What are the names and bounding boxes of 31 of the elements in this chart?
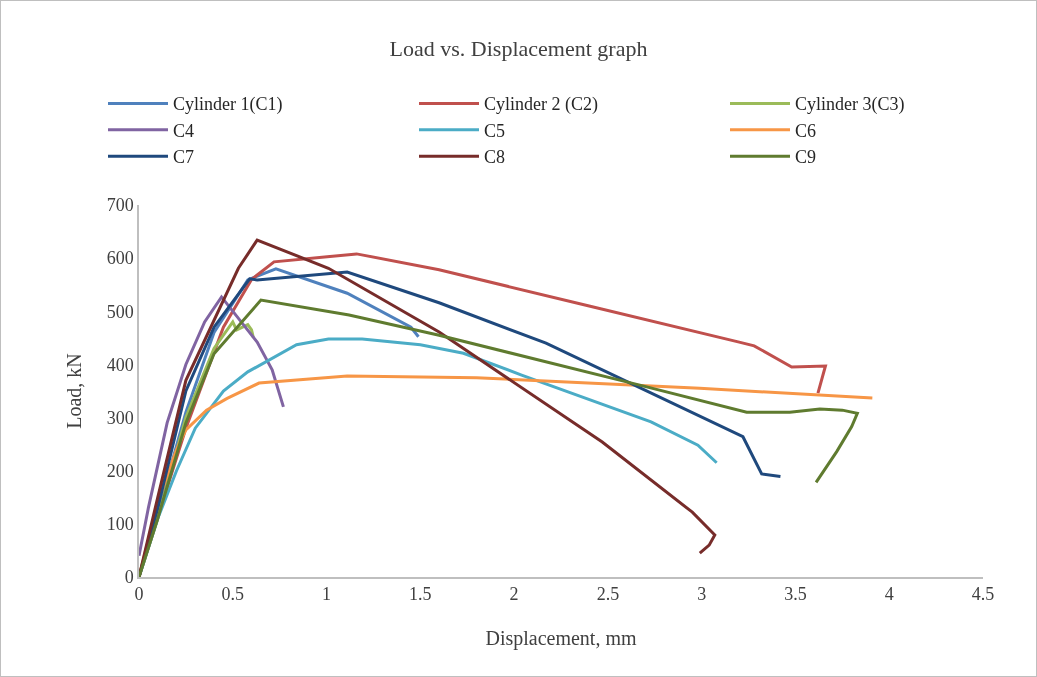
y-tick-label: 300 [106, 407, 134, 428]
y-tick-label: 700 [106, 195, 134, 216]
x-tick-label: 1 [322, 584, 332, 605]
x-tick-label: 1.5 [409, 584, 432, 605]
x-tick-label: 2.5 [596, 584, 620, 605]
y-tick-label: 100 [106, 514, 134, 535]
x-tick-label: 4.5 [971, 584, 995, 605]
x-tick-label: 2 [509, 584, 519, 605]
x-tick-label: 3.5 [784, 584, 807, 605]
chart-title: Load vs. Displacement graph [389, 35, 648, 61]
y-tick-label: 400 [106, 354, 134, 375]
y-tick-label: 200 [106, 461, 134, 482]
legend-label: Cylinder 3(C3) [795, 94, 905, 116]
legend-label: C9 [795, 147, 817, 168]
legend-label: C7 [173, 147, 195, 168]
y-tick-label: 0 [124, 567, 134, 588]
line-series [139, 295, 285, 558]
legend-label: Cylinder 2 (C2) [484, 94, 598, 116]
y-axis-title: Load, kN [62, 353, 85, 429]
legend-label: C4 [173, 120, 195, 141]
x-axis-title: Displacement, mm [485, 627, 637, 651]
x-tick-label: 0.5 [221, 584, 245, 605]
legend-label: C6 [795, 120, 817, 141]
x-tick-label: 3 [697, 584, 707, 605]
y-tick-label: 500 [106, 301, 134, 322]
y-tick-label: 600 [106, 248, 134, 269]
legend-label: C8 [484, 147, 506, 168]
legend-label: Cylinder 1(C1) [173, 94, 283, 116]
line-series [139, 298, 859, 577]
legend-label: C5 [484, 120, 506, 141]
x-tick-label: 4 [884, 584, 894, 605]
